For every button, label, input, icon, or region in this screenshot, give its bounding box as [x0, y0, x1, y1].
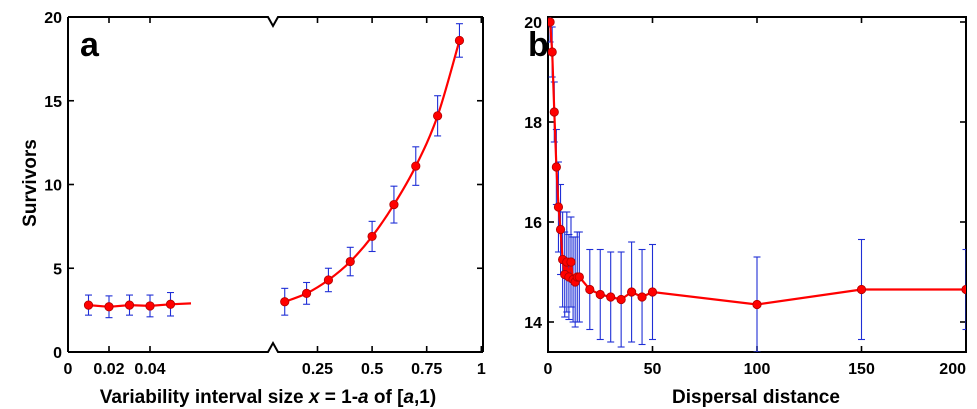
panel-a-ticks: 0 5 10 15 20 0 0.02 0.04 0.25 0.5 0.75 1: [44, 10, 486, 378]
panel-a: 0 5 10 15 20 0 0.02 0.04 0.25 0.5 0.75 1 a Variabil…: [44, 10, 486, 408]
data-point: [433, 111, 443, 121]
y-axis-title: Survivors: [20, 139, 41, 227]
x-tick-label: 200: [939, 361, 966, 378]
data-point: [637, 292, 647, 302]
x-tick-label: 0: [64, 361, 73, 378]
data-point: [83, 300, 94, 310]
x-tick-label: 100: [744, 361, 771, 378]
data-point: [606, 292, 616, 302]
data-point: [301, 288, 312, 298]
y-tick-label: 15: [44, 94, 62, 111]
y-tick-label: 20: [44, 10, 62, 27]
data-point: [454, 35, 465, 46]
data-point: [145, 301, 155, 311]
panel-a-label: a: [80, 26, 100, 64]
x-tick-label: 0.02: [93, 361, 124, 378]
x-tick-label: 1: [477, 361, 486, 378]
y-tick-label: 0: [53, 345, 62, 362]
data-point: [548, 17, 555, 27]
x-tick-label: 0: [544, 361, 553, 378]
x-tick-label: 0.5: [361, 361, 383, 378]
panel-a-data: [83, 23, 465, 319]
data-point: [856, 284, 867, 295]
x-tick-label: 0.75: [411, 361, 442, 378]
data-point: [647, 287, 658, 297]
y-tick-label: 10: [44, 178, 62, 195]
series-line: [284, 40, 461, 303]
x-tick-label: 150: [848, 361, 875, 378]
data-point: [574, 272, 584, 282]
data-point: [553, 202, 564, 212]
data-point: [549, 107, 559, 117]
data-point: [367, 231, 377, 242]
data-point: [585, 284, 595, 295]
data-point: [323, 275, 334, 285]
data-point: [104, 302, 114, 312]
series-line: [88, 302, 192, 308]
data-point: [752, 299, 762, 310]
data-point: [389, 200, 399, 210]
data-point: [345, 256, 355, 267]
y-tick-label: 16: [524, 215, 542, 232]
series-line: [549, 21, 966, 306]
data-point: [555, 224, 566, 235]
y-tick-label: 20: [524, 15, 542, 32]
y-tick-label: 5: [53, 261, 62, 278]
panel-a-top-spine: [68, 16, 483, 29]
y-tick-label: 18: [524, 115, 542, 132]
x-tick-label: 0.04: [134, 361, 165, 378]
data-point: [961, 284, 966, 295]
panel-b-x-axis-title: Dispersal distance: [672, 387, 840, 408]
data-point: [124, 300, 135, 310]
data-point: [280, 297, 290, 307]
x-tick-label: 50: [644, 361, 662, 378]
panel-a-bottom-spine: [68, 340, 483, 353]
panel-b-data: [548, 17, 966, 352]
x-tick-label: 0.25: [302, 361, 333, 378]
data-point: [566, 257, 576, 267]
data-point: [551, 162, 561, 172]
data-point: [626, 287, 637, 297]
panel-b-label: b: [528, 26, 549, 64]
y-tick-label: 14: [524, 315, 542, 332]
data-point: [616, 294, 626, 305]
data-point: [165, 299, 176, 309]
panel-a-x-axis-title: Variability interval size x = 1-a of [a,…: [100, 387, 436, 408]
data-point: [595, 289, 605, 300]
data-point: [548, 47, 557, 57]
data-point: [411, 161, 421, 171]
